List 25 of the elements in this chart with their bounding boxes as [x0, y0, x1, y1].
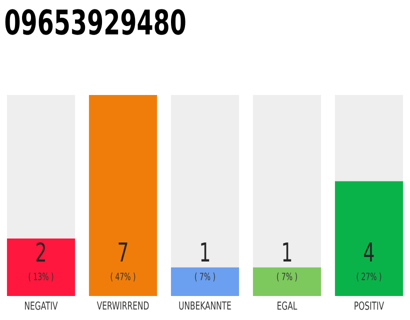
data-label: 1	[201, 242, 210, 262]
annotation: ( 13% )	[28, 272, 54, 282]
annotation: ( 47% )	[110, 272, 136, 282]
bar	[252, 267, 322, 296]
x-tick-label: UNBEKANNTE	[179, 302, 231, 310]
bar	[6, 238, 76, 296]
data-label: 7	[118, 242, 128, 262]
bar	[170, 267, 240, 296]
bar	[170, 94, 240, 268]
bar	[252, 94, 322, 268]
data-label: 4	[364, 242, 374, 262]
chart-title: 09653929480	[5, 9, 186, 35]
bar	[6, 94, 76, 239]
bar	[88, 94, 158, 296]
bar	[334, 181, 404, 296]
x-tick-label: NEGATIV	[25, 302, 58, 310]
data-label: 2	[36, 242, 45, 262]
annotation: ( 7% )	[277, 272, 297, 282]
annotation: ( 27% )	[356, 272, 382, 282]
x-tick-label: POSITIV	[354, 302, 384, 310]
bar	[334, 94, 404, 182]
x-tick-label: EGAL	[278, 302, 298, 310]
x-tick-label: VERWIRREND	[96, 302, 149, 310]
data-label: 1	[283, 242, 292, 262]
annotation: ( 7% )	[195, 272, 215, 282]
